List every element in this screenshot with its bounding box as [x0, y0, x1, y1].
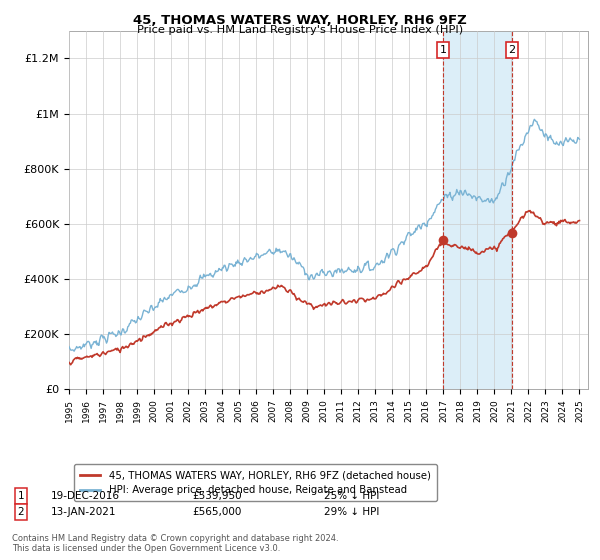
Bar	[443, 31, 512, 389]
Text: 19-DEC-2016: 19-DEC-2016	[51, 491, 120, 501]
Text: £539,950: £539,950	[192, 491, 242, 501]
Text: Price paid vs. HM Land Registry's House Price Index (HPI): Price paid vs. HM Land Registry's House …	[137, 25, 463, 35]
Text: 29% ↓ HPI: 29% ↓ HPI	[324, 507, 379, 517]
Text: Contains HM Land Registry data © Crown copyright and database right 2024.
This d: Contains HM Land Registry data © Crown c…	[12, 534, 338, 553]
Text: 1: 1	[17, 491, 25, 501]
Text: 2: 2	[509, 45, 515, 55]
Text: 25% ↓ HPI: 25% ↓ HPI	[324, 491, 379, 501]
Text: 13-JAN-2021: 13-JAN-2021	[51, 507, 116, 517]
Text: £565,000: £565,000	[192, 507, 241, 517]
Text: 2: 2	[17, 507, 25, 517]
Text: 45, THOMAS WATERS WAY, HORLEY, RH6 9FZ: 45, THOMAS WATERS WAY, HORLEY, RH6 9FZ	[133, 14, 467, 27]
Legend: 45, THOMAS WATERS WAY, HORLEY, RH6 9FZ (detached house), HPI: Average price, det: 45, THOMAS WATERS WAY, HORLEY, RH6 9FZ (…	[74, 464, 437, 501]
Text: 1: 1	[439, 45, 446, 55]
